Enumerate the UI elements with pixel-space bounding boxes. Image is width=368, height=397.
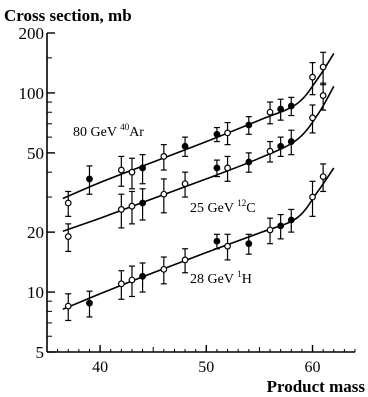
data-point-hydrogen: [319, 173, 327, 181]
data-point-argon: [277, 105, 285, 113]
fit-curve-carbon: [62, 85, 335, 233]
data-point-hydrogen: [277, 222, 285, 230]
data-point-carbon: [160, 190, 168, 198]
x-tick-label: 60: [305, 359, 321, 376]
data-point-carbon: [277, 142, 285, 150]
series-labels: 80 GeV 40Ar 25 GeV 12C 28 GeV 1H: [73, 122, 256, 287]
y-axis-title: Cross section, mb: [4, 6, 132, 25]
x-axis-title: Product mass: [267, 377, 366, 396]
y-tick-label: 50: [27, 144, 44, 163]
data-point-carbon: [213, 164, 221, 172]
data-point-argon: [245, 121, 253, 129]
fit-curve-hydrogen: [62, 167, 335, 310]
data-point-argon: [319, 63, 327, 71]
data-point-argon: [139, 164, 146, 172]
data-point-argon: [117, 166, 125, 174]
data-point-carbon: [319, 92, 327, 99]
data-point-hydrogen: [128, 276, 136, 284]
data-point-argon: [86, 175, 93, 183]
series-label-hydrogen: 28 GeV 1H: [190, 269, 252, 287]
data-point-argon: [224, 129, 231, 137]
data-point-hydrogen: [64, 302, 72, 310]
data-point-argon: [309, 73, 316, 81]
y-tick-label: 5: [36, 343, 45, 362]
y-tick-label: 10: [27, 283, 44, 302]
x-tick-label: 40: [92, 359, 108, 376]
data-point-argon: [287, 102, 295, 110]
series-label-argon: 80 GeV 40Ar: [73, 122, 144, 140]
data-point-carbon: [117, 206, 125, 213]
data-point-carbon: [64, 233, 72, 240]
axes: 5 10 20 50 100 200 40 50 60: [19, 24, 356, 376]
y-tick-label: 20: [27, 223, 44, 242]
fit-curve-argon: [62, 52, 335, 200]
data-point-argon: [160, 153, 168, 160]
data-point-argon: [266, 108, 274, 116]
data-point-argon: [128, 168, 136, 176]
data-point-hydrogen: [181, 256, 189, 264]
data-point-hydrogen: [309, 193, 316, 201]
data-point-carbon: [245, 158, 253, 166]
data-point-argon: [181, 142, 189, 150]
data-point-hydrogen: [160, 265, 168, 273]
data-points: [64, 51, 327, 322]
data-point-hydrogen: [245, 240, 253, 248]
fit-curves: [62, 52, 335, 310]
data-point-hydrogen: [287, 216, 295, 224]
series-label-carbon: 25 GeV 12C: [190, 198, 256, 216]
data-point-carbon: [139, 199, 146, 207]
data-point-hydrogen: [139, 272, 146, 280]
data-point-hydrogen: [224, 242, 231, 250]
data-point-argon: [64, 199, 72, 207]
data-point-carbon: [224, 164, 231, 172]
data-point-argon: [213, 130, 221, 138]
y-tick-label: 200: [19, 24, 45, 43]
data-point-carbon: [266, 147, 274, 155]
data-point-hydrogen: [266, 226, 274, 234]
data-point-hydrogen: [117, 280, 125, 288]
data-point-carbon: [128, 202, 136, 210]
data-point-carbon: [181, 180, 189, 188]
y-tick-label: 100: [19, 84, 45, 103]
data-point-carbon: [287, 138, 295, 145]
data-point-hydrogen: [86, 299, 93, 307]
data-point-hydrogen: [213, 237, 221, 245]
data-point-carbon: [309, 114, 316, 122]
x-tick-label: 50: [198, 359, 214, 376]
